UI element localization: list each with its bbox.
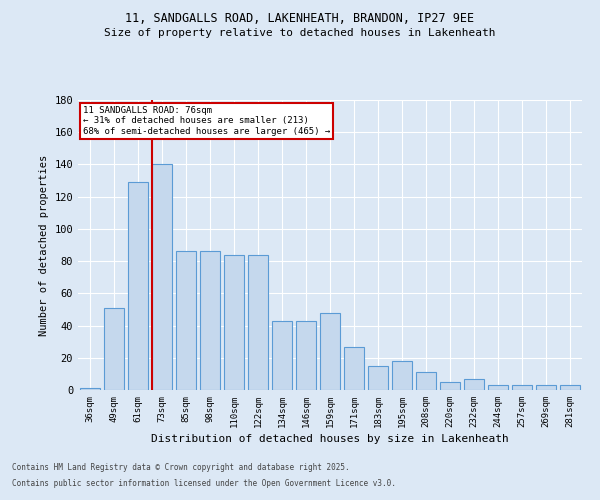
Bar xyxy=(128,182,148,390)
Bar xyxy=(152,164,172,390)
Bar xyxy=(200,252,220,390)
Text: 11, SANDGALLS ROAD, LAKENHEATH, BRANDON, IP27 9EE: 11, SANDGALLS ROAD, LAKENHEATH, BRANDON,… xyxy=(125,12,475,26)
Bar xyxy=(296,320,316,390)
Bar xyxy=(104,308,124,390)
Bar xyxy=(224,254,244,390)
Bar xyxy=(368,366,388,390)
Text: 11 SANDGALLS ROAD: 76sqm
← 31% of detached houses are smaller (213)
68% of semi-: 11 SANDGALLS ROAD: 76sqm ← 31% of detach… xyxy=(83,106,330,136)
Y-axis label: Number of detached properties: Number of detached properties xyxy=(39,154,49,336)
Bar xyxy=(248,254,268,390)
Bar xyxy=(272,320,292,390)
Bar xyxy=(392,361,412,390)
Bar xyxy=(344,346,364,390)
X-axis label: Distribution of detached houses by size in Lakenheath: Distribution of detached houses by size … xyxy=(151,434,509,444)
Bar xyxy=(536,385,556,390)
Bar xyxy=(560,385,580,390)
Bar xyxy=(440,382,460,390)
Bar xyxy=(512,385,532,390)
Text: Size of property relative to detached houses in Lakenheath: Size of property relative to detached ho… xyxy=(104,28,496,38)
Bar xyxy=(464,378,484,390)
Bar xyxy=(416,372,436,390)
Bar xyxy=(488,385,508,390)
Bar xyxy=(80,388,100,390)
Bar xyxy=(320,312,340,390)
Text: Contains public sector information licensed under the Open Government Licence v3: Contains public sector information licen… xyxy=(12,478,396,488)
Bar xyxy=(176,252,196,390)
Text: Contains HM Land Registry data © Crown copyright and database right 2025.: Contains HM Land Registry data © Crown c… xyxy=(12,464,350,472)
